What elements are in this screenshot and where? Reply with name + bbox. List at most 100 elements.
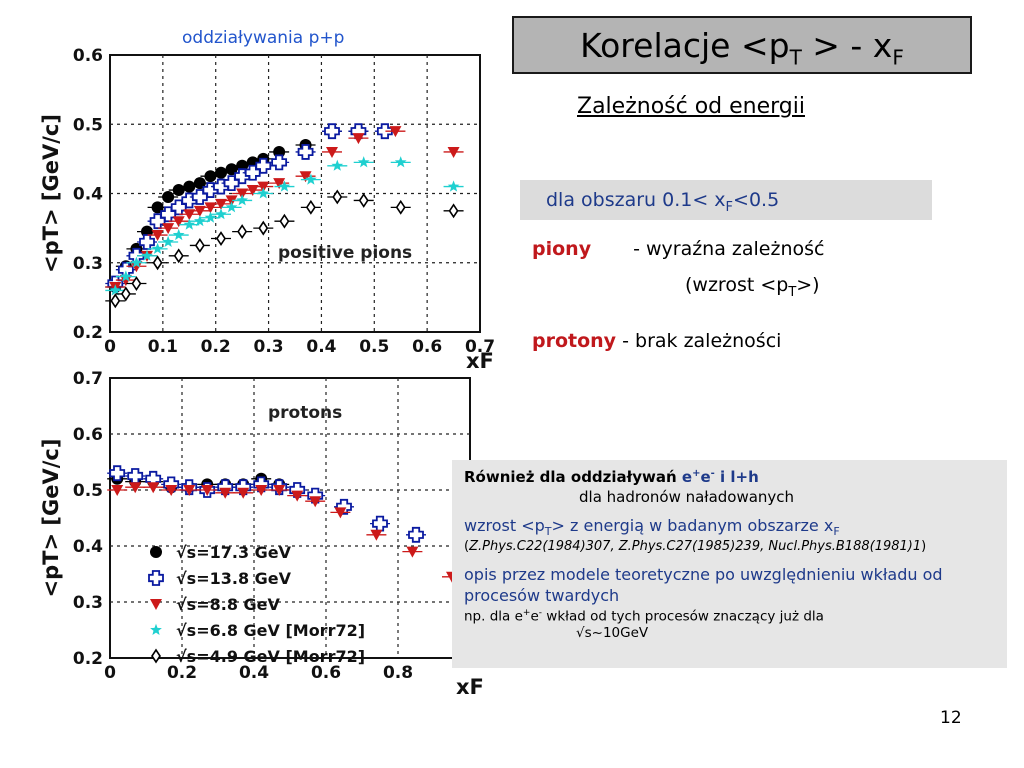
data-point: [255, 472, 268, 485]
data-point: [447, 146, 460, 158]
x-tick-label: 0.6: [311, 663, 341, 683]
data-point: [199, 482, 216, 498]
slide-subtitle: Zależność od energii: [577, 94, 805, 119]
data-point: [147, 482, 160, 494]
pions-desc: - wyraźna zależność: [633, 238, 825, 260]
legend-label: √s=4.9 GeV [Morr72]: [176, 647, 365, 666]
data-point: [165, 485, 178, 496]
data-point: [109, 281, 122, 293]
legend-marker: [150, 623, 162, 635]
data-point: [109, 280, 122, 293]
data-point: [201, 485, 214, 496]
data-point: [289, 482, 306, 498]
data-point: [151, 242, 164, 254]
y-tick-label: 0.6: [73, 425, 103, 445]
data-point: [406, 546, 419, 558]
info-line6-a: np. dla e: [464, 608, 523, 625]
data-point: [110, 293, 121, 309]
info-line6-sup2: -: [538, 608, 543, 619]
data-point: [389, 126, 402, 138]
data-point: [246, 156, 259, 169]
y-tick-label: 0.3: [73, 593, 103, 613]
pions-desc2-b: >): [796, 274, 820, 296]
data-point: [408, 526, 424, 543]
x-tick-label: 0.6: [412, 337, 442, 357]
y-tick-label: 0.6: [73, 46, 103, 66]
data-point: [111, 472, 124, 485]
pions-desc2-a: (wzrost <p: [685, 274, 789, 296]
data-point: [219, 487, 232, 499]
data-point: [309, 496, 322, 508]
data-point: [257, 152, 270, 165]
data-point: [194, 215, 206, 227]
info-line6-sup1: +: [522, 608, 531, 619]
x-tick-label: 0.4: [306, 337, 336, 357]
y-tick-label: 0.2: [73, 323, 103, 343]
data-point: [139, 234, 155, 250]
data-point: [183, 485, 196, 496]
page-number: 12: [940, 708, 962, 728]
x-tick-label: 0.3: [254, 337, 284, 357]
info-line5: opis przez modele teoretyczne po uwzględ…: [464, 565, 943, 606]
data-point: [299, 171, 312, 183]
data-point: [305, 199, 316, 215]
legend-marker: [150, 546, 162, 558]
data-point: [236, 194, 248, 206]
info-box: Również dla oddziaływań e+e- i l+h dla h…: [452, 460, 1007, 668]
data-point: [223, 175, 240, 192]
data-point: [273, 145, 286, 158]
data-point: [194, 237, 205, 253]
data-point: [255, 485, 268, 496]
info-line6-c: wkład od tych procesów znaczący już dla: [542, 608, 824, 625]
data-point: [172, 184, 185, 197]
pions-label: piony: [532, 238, 592, 260]
data-point: [350, 123, 367, 140]
info-line6: np. dla e+e- wkład od tych procesów znac…: [464, 608, 995, 625]
data-point: [162, 235, 174, 247]
data-point: [352, 125, 365, 138]
data-point: [447, 180, 460, 192]
interaction-label: oddziaływania p+p: [182, 28, 345, 48]
x-tick-label: 0.1: [148, 337, 178, 357]
data-point: [273, 478, 286, 491]
data-point: [299, 139, 312, 152]
info-line4-c: ): [921, 539, 927, 555]
info-line7: √s~10GeV: [576, 624, 649, 641]
info-line3-sub: T: [544, 525, 552, 539]
data-point: [111, 485, 124, 496]
y-tick-label: 0.5: [73, 481, 103, 501]
data-point: [395, 199, 406, 215]
legend-label: √s=13.8 GeV: [176, 569, 292, 588]
data-point: [336, 498, 352, 515]
data-point: [165, 481, 178, 494]
data-point: [145, 470, 162, 487]
x-tick-label: 0.2: [201, 337, 231, 357]
data-point: [151, 230, 164, 242]
data-point: [258, 220, 269, 236]
data-point: [183, 209, 196, 221]
panel-label: positive pions: [278, 243, 412, 263]
data-point: [119, 275, 132, 287]
data-point: [216, 231, 226, 246]
data-point: [193, 205, 206, 217]
title-sub-t: T: [789, 45, 802, 70]
data-point: [225, 201, 238, 213]
data-point: [278, 180, 291, 192]
data-point: [163, 476, 180, 493]
info-e1: e: [681, 468, 693, 486]
range-text: dla obszaru 0.1< x: [546, 189, 726, 211]
legend-marker: [151, 648, 161, 664]
info-line6-b: e: [530, 608, 539, 625]
data-point: [257, 181, 270, 193]
y-axis-title: <pT> [GeV/c]: [39, 114, 63, 273]
info-lh: i l+h: [714, 468, 759, 486]
data-point: [107, 275, 124, 292]
protons-desc: - brak zależności: [616, 330, 782, 352]
range-end: <0.5: [733, 189, 780, 211]
data-point: [109, 465, 126, 482]
data-point: [257, 187, 270, 199]
data-point: [219, 478, 232, 491]
data-point: [204, 211, 217, 223]
data-point: [141, 250, 153, 262]
x-tick-label: 0: [104, 663, 116, 683]
